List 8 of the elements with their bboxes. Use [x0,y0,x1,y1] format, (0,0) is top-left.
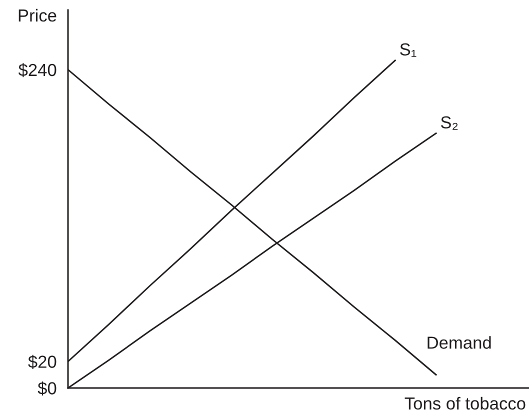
y-tick-label: $0 [38,381,56,396]
series-label: S₂ [440,116,458,130]
y-tick-label: $240 [18,63,56,78]
y-axis-title: Price [18,8,56,22]
x-axis-title: Tons of tobacco [404,396,526,410]
y-tick-label: $20 [28,354,56,369]
series-label: Demand [428,336,491,349]
series-label: S₁ [400,43,416,57]
